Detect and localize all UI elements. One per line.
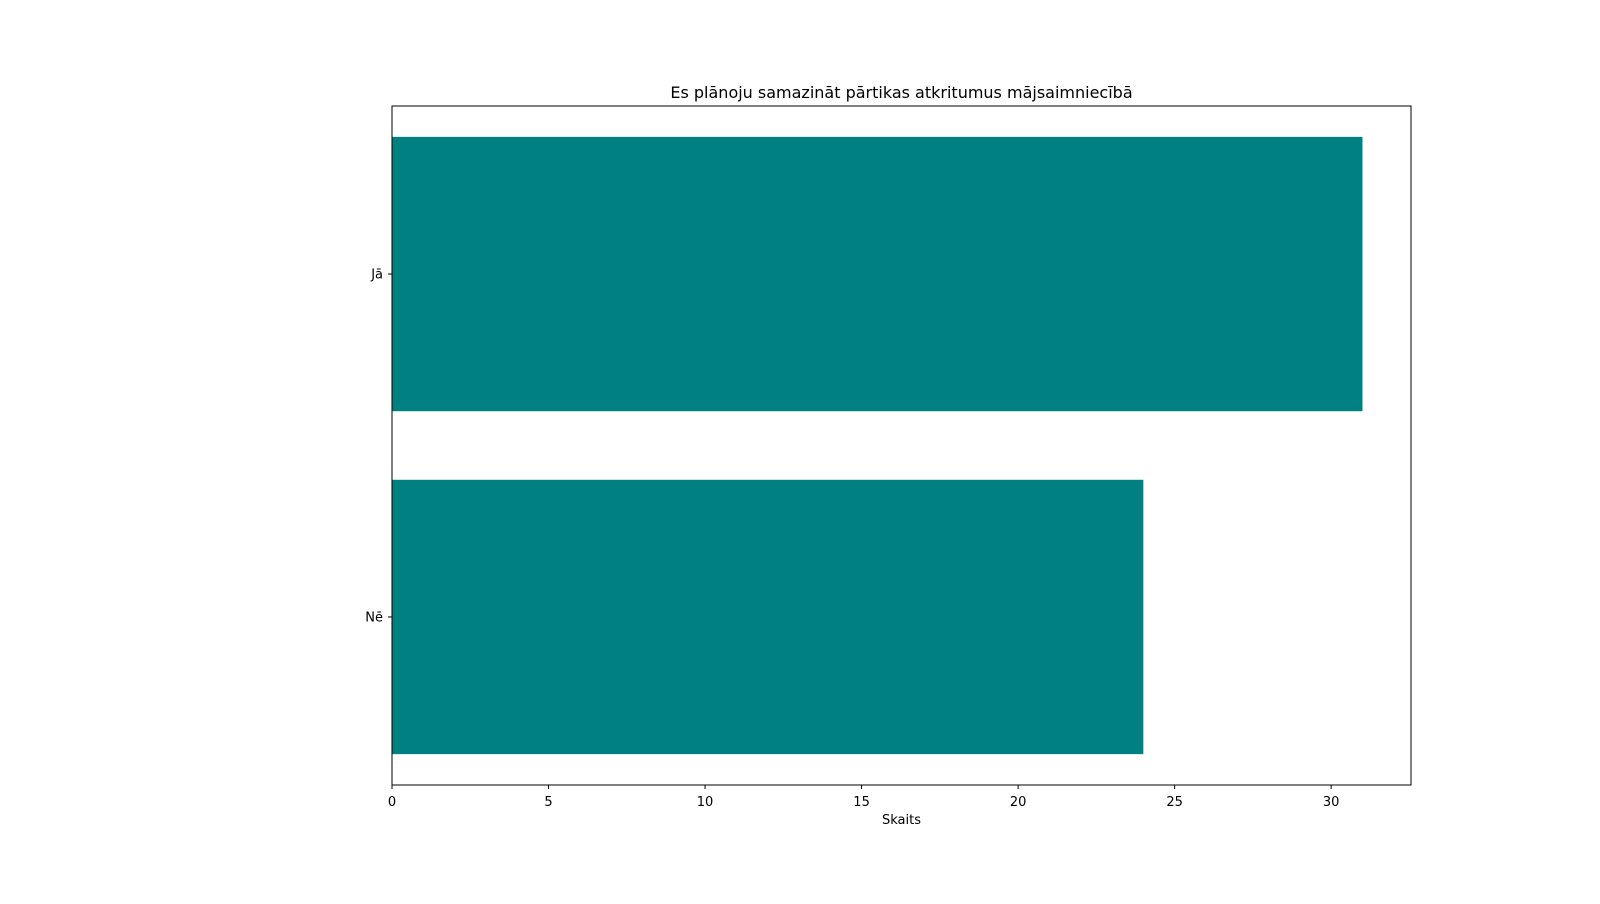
axes-frame <box>391 105 1412 786</box>
x-tick-label: 30 <box>1323 795 1340 810</box>
x-tick-label: 10 <box>697 795 714 810</box>
y-tick-label: Jā <box>370 268 383 283</box>
chart-title: Es plānoju samazināt pārtikas atkritumus… <box>670 83 1132 102</box>
x-tick-label: 15 <box>853 795 870 810</box>
x-tick-label: 0 <box>388 795 396 810</box>
x-tick-label: 5 <box>544 795 552 810</box>
x-axis-label: Skaits <box>882 813 921 828</box>
bar-0 <box>392 136 1363 412</box>
x-tick-label: 25 <box>1166 795 1183 810</box>
bar-1 <box>392 479 1144 755</box>
y-tick-label: Nē <box>365 610 383 625</box>
x-tick-label: 20 <box>1010 795 1027 810</box>
